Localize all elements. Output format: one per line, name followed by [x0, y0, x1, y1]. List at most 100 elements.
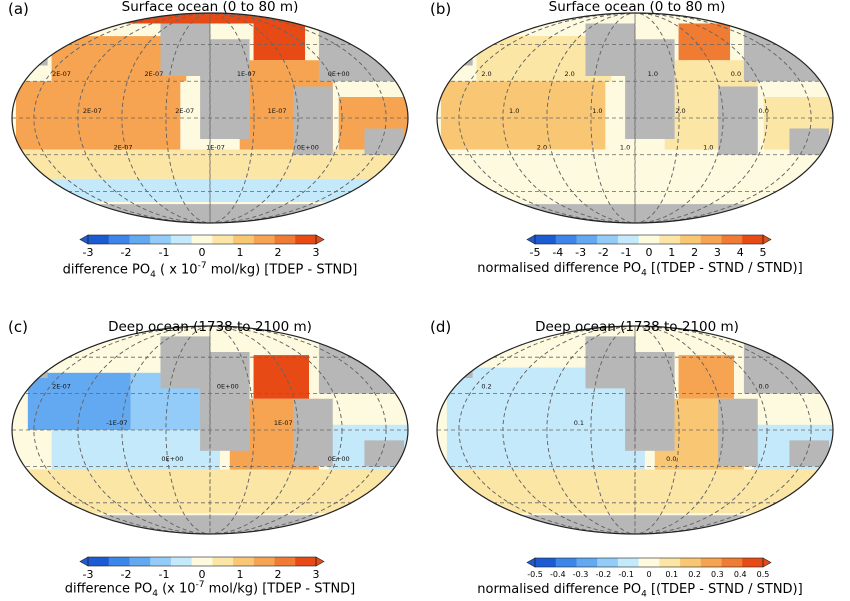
- contour-label: 1.0: [703, 144, 713, 152]
- colorbar-swatch: [233, 557, 255, 566]
- land-mask: [27, 44, 48, 66]
- contour-label: 1.0: [648, 70, 658, 78]
- colorbar-swatch: [680, 558, 702, 567]
- region-arctic: [512, 13, 778, 24]
- contour-label: 0E+00: [328, 70, 350, 78]
- colorbar-swatch: [680, 235, 702, 244]
- colorbar-tick-label: -1: [159, 246, 170, 259]
- colorbar-swatch: [721, 558, 743, 567]
- colorbar-tick-label: 3: [313, 246, 320, 259]
- graticule-meridian: [121, 326, 299, 534]
- colorbar-swatch: [170, 235, 193, 244]
- colorbar-extend-low: [79, 556, 89, 567]
- region-south-pacific-deep: [51, 430, 220, 470]
- colorbar-swatch: [295, 235, 317, 244]
- map-outline: [11, 325, 409, 535]
- colorbar-tick-label: -0.1: [618, 570, 634, 579]
- panel-label: (d): [430, 318, 452, 336]
- contour-label: 1E-07: [237, 70, 256, 78]
- map-panel-a: 2E-07 2E-07 2E-07 2E-07 2E-07 1E-07 1E-07 1E-07…: [11, 12, 409, 259]
- contour-label: 2.0: [564, 70, 574, 78]
- colorbar-swatch: [555, 235, 577, 244]
- colorbar-tick-label: -3: [83, 568, 94, 581]
- colorbar-tick-label: -1: [159, 568, 170, 581]
- contour-label: 1.0: [592, 107, 602, 115]
- panel-title: Surface ocean (0 to 80 m): [548, 0, 726, 15]
- colorbar-tick-label: 0.4: [734, 570, 747, 579]
- land-mask: [27, 357, 48, 378]
- colorbar-extend-high: [315, 234, 325, 245]
- map-outline: [11, 12, 409, 224]
- colorbar-swatch: [659, 558, 681, 567]
- graticule-meridian: [590, 326, 680, 534]
- colorbar-swatch: [721, 235, 743, 244]
- land-mask: [585, 23, 635, 76]
- colorbar-swatch: [170, 557, 193, 566]
- colorbar: -3 -2 -1 0 1 2 3: [79, 556, 325, 581]
- colorbar-swatch: [253, 235, 276, 244]
- colorbar-label: normalised difference PO4 [(TDEP - STND …: [477, 582, 803, 600]
- colorbar-swatch: [638, 558, 660, 567]
- colorbar-tick-label: 2: [275, 568, 282, 581]
- colorbar-tick-label: -4: [552, 246, 563, 259]
- colorbar-extend-low: [526, 234, 536, 245]
- contour-label: 2E-07: [83, 107, 102, 115]
- colorbar-tick-label: 1: [237, 246, 244, 259]
- panel-title: Deep ocean (1738 to 2100 m): [535, 319, 739, 335]
- region-tropical-pacific: [440, 81, 606, 150]
- colorbar-swatch: [638, 235, 660, 244]
- map-fill: [12, 326, 408, 534]
- colorbar-tick-label: 0.1: [665, 570, 678, 579]
- colorbar-label: difference PO4 (x 10-7 mol/kg) [TDEP - S…: [64, 580, 356, 599]
- colorbar-swatch: [535, 235, 557, 244]
- panel-b: 2.0 1.0 2.0 2.0 1.0 1.0 1.0 2.0 1.0 0.0 0.0 -5 -4 -3-…: [425, 0, 845, 300]
- contour-label: 1E-07: [268, 107, 287, 115]
- contour-label: 0E+00: [161, 455, 183, 463]
- contour-label: 1E-07: [206, 144, 225, 152]
- colorbar-swatch: [191, 557, 213, 566]
- colorbar-tick-label: 2: [275, 246, 282, 259]
- panel-label: (b): [430, 0, 452, 18]
- colorbar-swatch: [108, 557, 130, 566]
- colorbar-swatch: [88, 557, 110, 566]
- colorbar-tick-label: -2: [121, 568, 132, 581]
- graticule-meridian: [546, 13, 724, 223]
- colorbar-swatch: [617, 235, 640, 244]
- colorbar-swatch: [535, 558, 557, 567]
- colorbar-swatch: [617, 558, 640, 567]
- contour-label: 2.0: [675, 107, 685, 115]
- contour-label: 0.0: [731, 70, 741, 78]
- land-mask: [160, 336, 210, 389]
- panel-title: Deep ocean (1738 to 2100 m): [108, 319, 312, 335]
- colorbar-tick-label: -0.2: [596, 570, 612, 579]
- colorbar-extend-high: [315, 556, 325, 567]
- colorbar-tick-label: 2: [691, 246, 698, 259]
- map-fill: [12, 13, 408, 223]
- panel-c: 2E-07 -1E-07 0E+00 0E+00 1E-07 0E+00 -3 -2 -1 0 1 2…: [0, 300, 420, 600]
- colorbar-tick-label: 0.5: [757, 570, 770, 579]
- map-panel-d: 0.2 0.1 0.0 0.0 -0.5 -0.4 -0.3 -0.2 -0.1 0 0.1 0.2 0…: [436, 325, 834, 579]
- panel-label: (c): [8, 318, 28, 336]
- land-mask: [160, 23, 210, 76]
- colorbar-frame: [534, 557, 764, 568]
- colorbar-frame: [87, 556, 317, 567]
- panel-d: 0.2 0.1 0.0 0.0 -0.5 -0.4 -0.3 -0.2 -0.1 0 0.1 0.2 0…: [425, 300, 845, 600]
- colorbar-swatch: [659, 235, 681, 244]
- colorbar-tick-label: 3: [714, 246, 721, 259]
- colorbar-tick-label: -0.5: [527, 570, 543, 579]
- contour-label: 1.0: [509, 107, 519, 115]
- colorbar-swatch: [576, 235, 598, 244]
- contour-label: 2.0: [537, 144, 547, 152]
- colorbar-swatch: [274, 557, 296, 566]
- contour-label: 2E-07: [175, 107, 194, 115]
- contour-label: 0.0: [666, 455, 676, 463]
- panel-a: 2E-07 2E-07 2E-07 2E-07 2E-07 1E-07 1E-07 1E-07…: [0, 0, 420, 300]
- colorbar-tick-label: 0: [646, 570, 651, 579]
- map-fill: [437, 13, 833, 223]
- graticule-meridian: [165, 13, 255, 223]
- colorbar-tick-label: 1: [668, 246, 675, 259]
- colorbar-swatch: [150, 235, 172, 244]
- contour-label: 0.1: [574, 419, 584, 427]
- colorbar-tick-label: 1: [237, 568, 244, 581]
- map-fill: [437, 326, 833, 534]
